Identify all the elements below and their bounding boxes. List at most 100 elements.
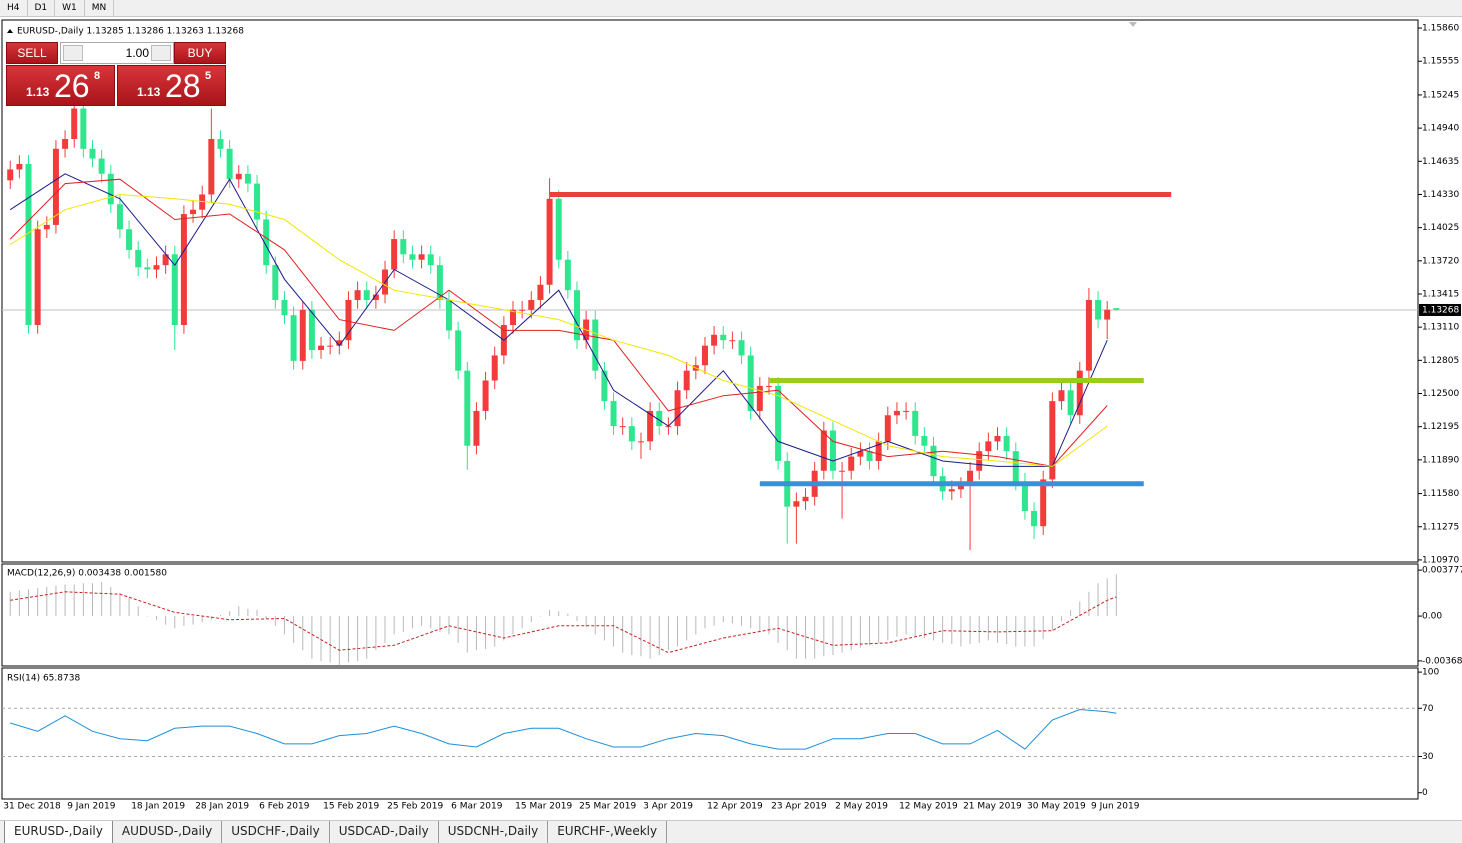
y-tick-label: 0.00	[1422, 612, 1442, 622]
timeframe-tab[interactable]: MN	[85, 0, 115, 16]
candle-body	[235, 173, 242, 180]
candle-body	[948, 489, 955, 492]
x-tick-label: 12 Apr 2019	[707, 802, 763, 812]
candle-body	[1003, 435, 1010, 452]
macd-bar	[622, 616, 624, 653]
macd-bar	[951, 616, 953, 645]
timeframe-tab[interactable]: H4	[0, 0, 28, 16]
moving-average	[9, 193, 1108, 467]
chart-tab[interactable]: USDCNH-,Daily	[439, 821, 549, 843]
bid-small: 8	[94, 70, 101, 82]
macd-bar	[558, 611, 560, 617]
macd-bar	[795, 616, 797, 659]
x-tick-label: 9 Jun 2019	[1091, 802, 1140, 812]
y-tick-label: 1.11890	[1422, 455, 1459, 465]
y-tick-label: 1.11580	[1422, 489, 1459, 499]
y-tick-label: 0.003777	[1422, 566, 1462, 576]
candle-body	[126, 229, 133, 250]
candle-body	[747, 355, 754, 411]
y-tick-label: 1.14330	[1422, 190, 1459, 200]
buy-button[interactable]: BUY	[174, 42, 226, 64]
macd-bar	[549, 610, 551, 617]
timeframe-tab[interactable]: W1	[55, 0, 85, 16]
y-tick-label: 1.15245	[1422, 90, 1459, 100]
candle-body	[354, 290, 361, 300]
macd-bar	[1006, 616, 1008, 645]
macd-bar	[338, 616, 340, 665]
macd-bar	[347, 616, 349, 663]
chart-tab[interactable]: EURUSD-,Daily	[4, 821, 113, 843]
candle-body	[190, 209, 197, 215]
macd-bar	[82, 583, 84, 617]
macd-bar	[402, 616, 404, 632]
ask-big: 28	[165, 68, 201, 104]
candle-body	[226, 148, 233, 180]
candle-body	[89, 148, 96, 159]
lot-up[interactable]	[151, 45, 171, 61]
macd-bar	[759, 616, 761, 632]
candle-body	[820, 430, 827, 471]
macd-bar	[978, 616, 980, 643]
macd-bar	[247, 608, 249, 617]
candle-body	[336, 340, 343, 346]
macd-bar	[146, 616, 148, 617]
y-tick-label: 1.13415	[1422, 289, 1459, 299]
candle-body	[619, 426, 626, 428]
candle-body	[637, 441, 644, 443]
macd-bar	[750, 616, 752, 629]
bid-box[interactable]: 1.13 26 8	[6, 65, 115, 106]
candle-body	[647, 410, 654, 442]
chart-tab[interactable]: USDCAD-,Daily	[330, 821, 439, 843]
macd-bar	[1088, 591, 1090, 617]
lot-down[interactable]	[63, 45, 83, 61]
x-tick-label: 2 May 2019	[835, 802, 888, 812]
rsi-title: RSI(14) 65.8738	[7, 674, 80, 684]
chart-tab[interactable]: AUDUSD-,Daily	[113, 821, 223, 843]
macd-bar	[1115, 574, 1117, 617]
lot-value: 1.00	[125, 46, 149, 60]
candle-body	[848, 456, 855, 471]
x-tick-label: 31 Dec 2018	[3, 802, 61, 812]
ask-box[interactable]: 1.13 28 5	[117, 65, 226, 106]
macd-bar	[713, 616, 715, 626]
candle-body	[135, 249, 142, 268]
candle-body	[1095, 299, 1102, 320]
chart-tab[interactable]: EURCHF-,Weekly	[548, 821, 668, 843]
macd-bar	[878, 616, 880, 643]
candle-body	[308, 309, 315, 351]
macd-bar	[859, 616, 861, 648]
candle-body	[610, 401, 617, 427]
candle-body	[701, 345, 708, 366]
y-tick-label: 1.10970	[1422, 555, 1459, 565]
candle-body	[857, 451, 864, 457]
macd-title: MACD(12,26,9) 0.003438 0.001580	[7, 569, 167, 579]
macd-bar	[704, 616, 706, 629]
macd-bar	[741, 616, 743, 626]
y-tick-label: 1.14635	[1422, 157, 1459, 167]
candle-body	[829, 430, 836, 471]
candle-body	[281, 299, 288, 316]
macd-bar	[439, 616, 441, 632]
candle-body	[1058, 390, 1065, 402]
macd-bar	[183, 616, 185, 626]
candle-body	[866, 451, 873, 461]
candle-body	[510, 309, 517, 325]
candle-body	[418, 254, 425, 260]
candle-body	[107, 173, 114, 205]
sell-button[interactable]: SELL	[6, 42, 58, 64]
y-tick-label: 100	[1422, 668, 1439, 678]
macd-bar	[521, 616, 523, 629]
candle-body	[930, 445, 937, 477]
chart-tab[interactable]: USDCHF-,Daily	[222, 821, 330, 843]
timeframe-tab[interactable]: D1	[28, 0, 56, 16]
lot-field[interactable]: 1.00	[60, 42, 174, 64]
macd-bar	[375, 616, 377, 651]
candle-body	[25, 164, 32, 325]
macd-bar	[192, 616, 194, 625]
candle-body	[1031, 510, 1038, 527]
candle-body	[756, 385, 763, 411]
candle-body	[519, 309, 526, 311]
candle-body	[116, 204, 123, 230]
macd-bar	[814, 616, 816, 659]
